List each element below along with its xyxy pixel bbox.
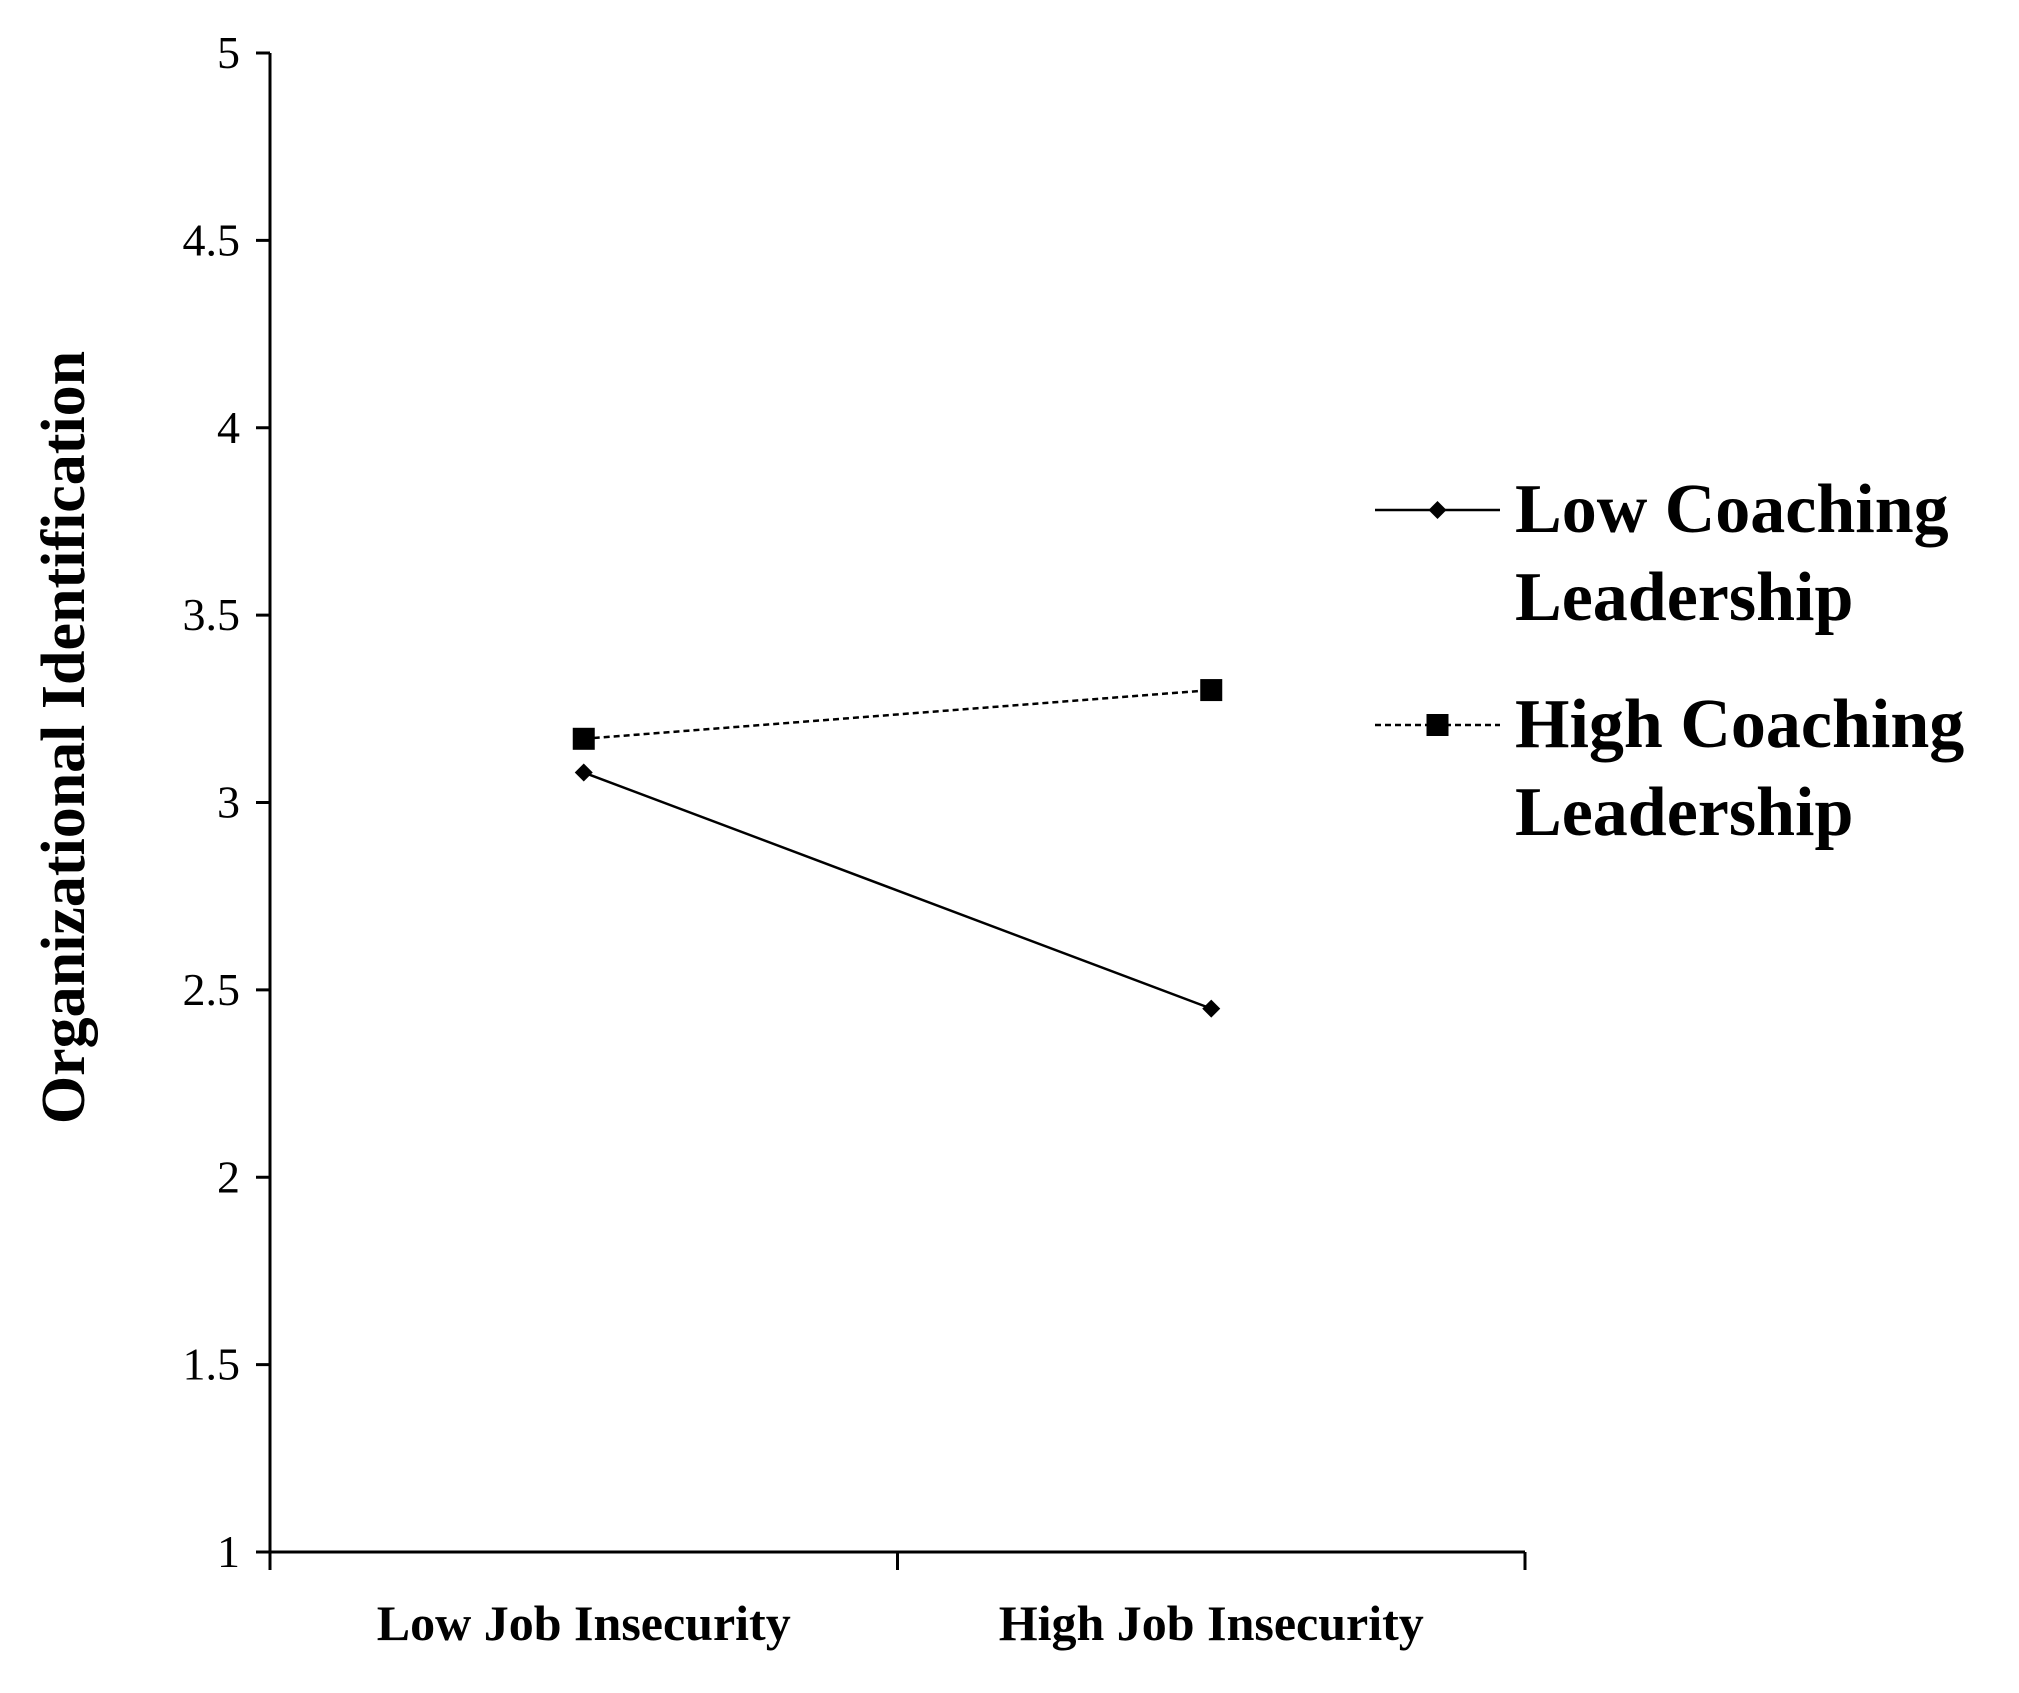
series-line xyxy=(583,688,1212,741)
data-point xyxy=(1200,679,1223,702)
y-tick-label: 4 xyxy=(217,402,240,453)
legend-marker xyxy=(1426,714,1449,736)
legend: Low Coaching Leadership High Coaching Leade… xyxy=(1375,471,1964,851)
y-axis-label: Organizational Identification xyxy=(30,351,98,1124)
y-tick-label: 4.5 xyxy=(183,214,241,265)
data-point xyxy=(574,763,593,782)
y-tick-label: 3.5 xyxy=(183,589,241,640)
legend-item-1: Low Coaching Leadership xyxy=(1375,471,1949,636)
axes xyxy=(268,53,1525,1570)
x-tick-label: High Job Insecurity xyxy=(999,1595,1424,1651)
x-tick-label: Low Job Insecurity xyxy=(377,1595,791,1651)
y-tick-label: 3 xyxy=(217,777,240,828)
legend-label: High Coaching xyxy=(1515,686,1964,763)
y-tick-label: 2.5 xyxy=(183,964,241,1015)
series-layer xyxy=(572,679,1223,1018)
legend-item-2: High Coaching Leadership xyxy=(1375,686,1964,851)
y-tick-label: 5 xyxy=(217,27,240,78)
legend-label: Low Coaching xyxy=(1515,471,1949,548)
y-tick-label: 1 xyxy=(217,1526,240,1577)
legend-label: Leadership xyxy=(1515,559,1853,636)
series-2 xyxy=(572,679,1223,750)
series-line xyxy=(583,771,1212,1010)
data-point xyxy=(1202,999,1221,1018)
y-tick-label: 1.5 xyxy=(183,1339,241,1390)
legend-label: Leadership xyxy=(1515,774,1853,851)
y-ticks: 1 1.5 2 2.5 3 3.5 4 4.5 5 xyxy=(183,27,270,1577)
data-point xyxy=(572,727,595,750)
x-ticks: Low Job Insecurity High Job Insecurity xyxy=(268,1552,1527,1651)
y-tick-label: 2 xyxy=(217,1151,240,1202)
series-1 xyxy=(574,763,1221,1018)
legend-marker xyxy=(1428,501,1447,519)
